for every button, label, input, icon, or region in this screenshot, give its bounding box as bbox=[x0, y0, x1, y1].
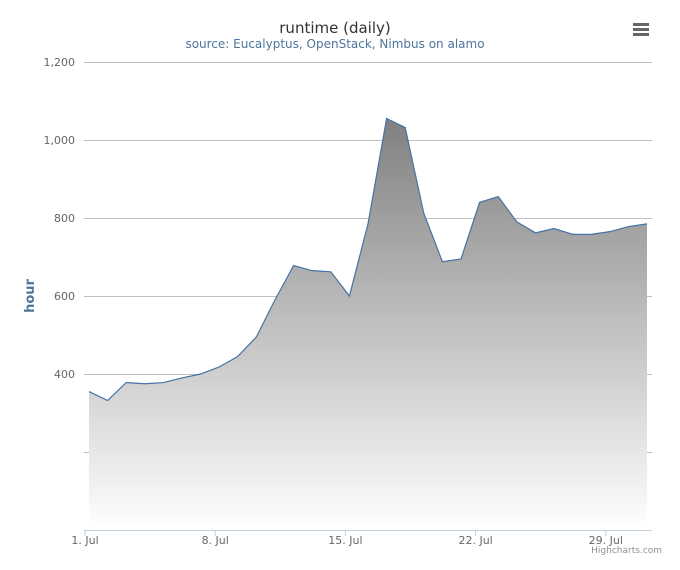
x-axis bbox=[84, 530, 652, 536]
area-fill bbox=[89, 118, 647, 531]
data-point-4[interactable] bbox=[142, 381, 148, 387]
hamburger-line-bottom bbox=[633, 33, 649, 36]
x-axis-labels: 1. Jul 8. Jul 15. Jul 22. Jul 29. Jul bbox=[71, 534, 623, 547]
data-point-23[interactable] bbox=[495, 194, 501, 200]
x-tick-label-3: 15. Jul bbox=[328, 534, 362, 547]
data-point-10[interactable] bbox=[253, 334, 259, 340]
y-tick-label-3: 800 bbox=[54, 212, 75, 225]
data-point-13[interactable] bbox=[309, 268, 315, 274]
hamburger-line-top bbox=[633, 23, 649, 26]
data-point-14[interactable] bbox=[328, 269, 334, 275]
x-tick-label-4: 22. Jul bbox=[458, 534, 492, 547]
credits-link[interactable]: Highcharts.com bbox=[591, 546, 662, 556]
y-tick-label-1: 400 bbox=[54, 368, 75, 381]
export-menu-button[interactable] bbox=[626, 16, 656, 42]
chart-subtitle: source: Eucalyptus, OpenStack, Nimbus on… bbox=[185, 37, 484, 51]
data-point-29[interactable] bbox=[607, 229, 613, 235]
y-axis-title: hour bbox=[23, 278, 38, 312]
data-point-1[interactable] bbox=[86, 389, 92, 395]
series-line bbox=[88, 117, 648, 402]
data-point-6[interactable] bbox=[179, 375, 185, 381]
data-point-27[interactable] bbox=[570, 231, 576, 237]
data-point-22[interactable] bbox=[477, 199, 483, 205]
data-point-12[interactable] bbox=[291, 263, 297, 269]
data-point-8[interactable] bbox=[216, 364, 222, 370]
area-series bbox=[86, 116, 650, 531]
data-point-18[interactable] bbox=[402, 125, 408, 131]
data-point-21[interactable] bbox=[458, 256, 464, 262]
data-point-2[interactable] bbox=[105, 398, 111, 404]
data-point-15[interactable] bbox=[346, 293, 352, 299]
data-point-19[interactable] bbox=[421, 210, 427, 216]
data-point-7[interactable] bbox=[198, 371, 204, 377]
data-point-31[interactable] bbox=[644, 221, 650, 227]
chart-title: runtime (daily) bbox=[279, 19, 390, 37]
data-point-30[interactable] bbox=[625, 224, 631, 230]
y-tick-label-4: 1,000 bbox=[44, 134, 76, 147]
hamburger-menu-icon[interactable] bbox=[633, 23, 649, 36]
data-point-3[interactable] bbox=[123, 380, 129, 386]
y-tick-label-2: 600 bbox=[54, 290, 75, 303]
data-point-5[interactable] bbox=[160, 380, 166, 386]
data-point-24[interactable] bbox=[514, 219, 520, 225]
y-tick-label-5: 1,200 bbox=[44, 56, 76, 69]
x-tick-label-5: 29. Jul bbox=[589, 534, 623, 547]
data-point-11[interactable] bbox=[272, 297, 278, 303]
x-tick-label-2: 8. Jul bbox=[202, 534, 229, 547]
data-point-26[interactable] bbox=[551, 226, 557, 232]
hamburger-line-middle bbox=[633, 28, 649, 31]
x-tick-label-1: 1. Jul bbox=[71, 534, 98, 547]
y-axis-labels: 400 600 800 1,000 1,200 bbox=[44, 56, 76, 381]
data-point-20[interactable] bbox=[439, 259, 445, 265]
data-point-17[interactable] bbox=[384, 116, 390, 122]
data-point-28[interactable] bbox=[588, 231, 594, 237]
data-point-16[interactable] bbox=[365, 221, 371, 227]
data-point-9[interactable] bbox=[235, 353, 241, 359]
data-point-25[interactable] bbox=[532, 230, 538, 236]
